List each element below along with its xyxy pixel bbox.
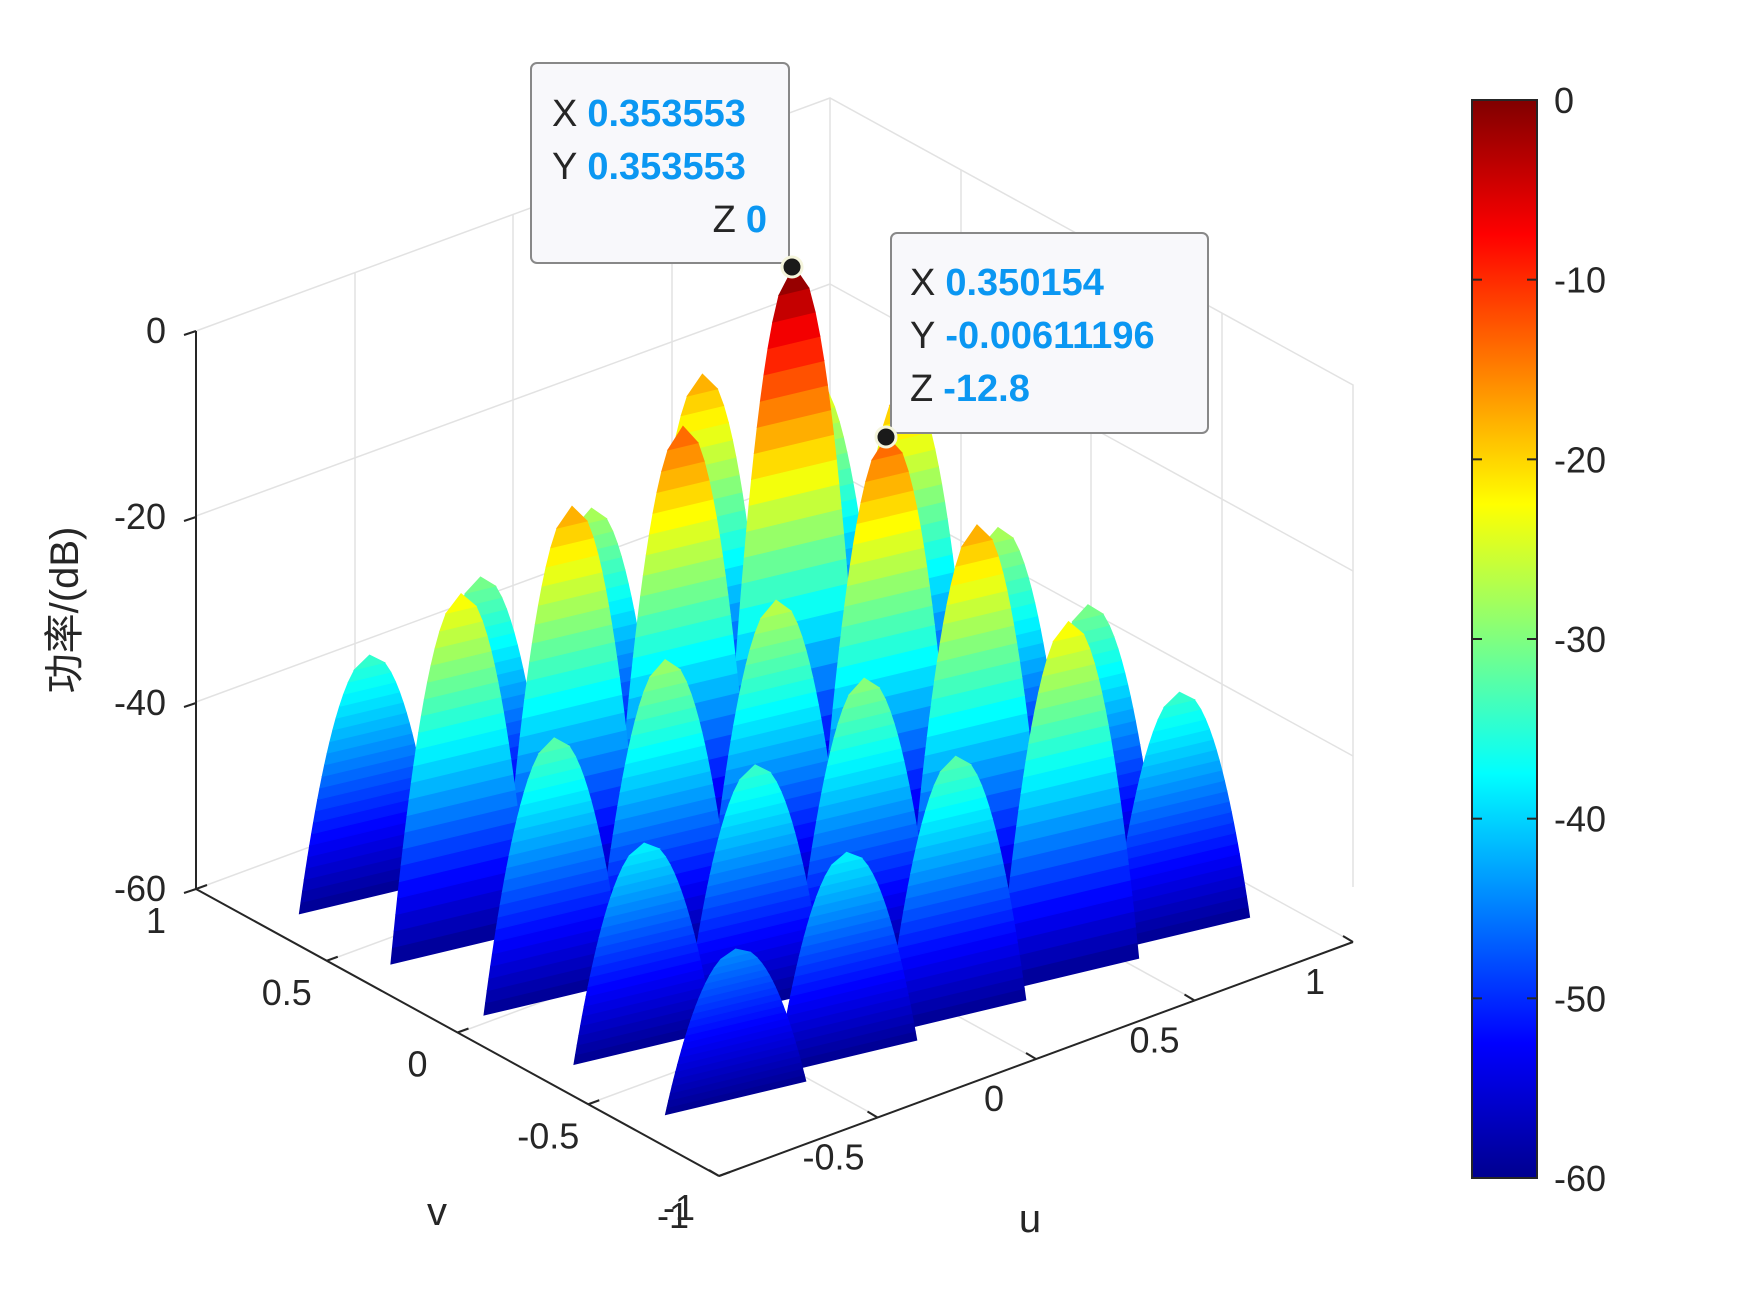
surface-band bbox=[686, 373, 719, 397]
y-tick-label: -1 bbox=[663, 1187, 695, 1228]
surface-lobe bbox=[664, 948, 807, 1116]
colorbar-tick-label: -40 bbox=[1554, 799, 1606, 840]
y-tick-mark bbox=[326, 955, 339, 962]
colorbar-tick-label: -60 bbox=[1554, 1158, 1606, 1199]
datatip-2[interactable]: X 0.350154 Y -0.00611196 Z -12.8 bbox=[874, 232, 1209, 449]
surface-lobe bbox=[483, 737, 625, 1016]
surface-band bbox=[939, 755, 972, 773]
surface-band bbox=[720, 948, 751, 960]
surface-band bbox=[1162, 691, 1196, 708]
surface-band bbox=[759, 599, 793, 619]
x-tick-label: 0.5 bbox=[1129, 1020, 1179, 1061]
surface-band bbox=[555, 505, 588, 529]
surface-band bbox=[1052, 620, 1085, 643]
y-tick-mark bbox=[457, 1027, 469, 1034]
surface-band bbox=[537, 737, 571, 755]
surface-band bbox=[628, 842, 661, 857]
colorbar: 0 -10 -20 -30 -40 -50 -60 bbox=[1471, 80, 1606, 1199]
surface-band bbox=[738, 764, 772, 781]
surface-band bbox=[666, 425, 699, 451]
z-tick-label: 0 bbox=[146, 310, 166, 351]
y-axis-label: v bbox=[427, 1190, 447, 1234]
colorbar-tick-label: -20 bbox=[1554, 439, 1606, 480]
x-tick-mark bbox=[708, 1169, 720, 1177]
z-tick-mark bbox=[183, 516, 197, 522]
z-tick-mark bbox=[183, 330, 197, 336]
datatip-1-box bbox=[530, 62, 790, 264]
surface-band bbox=[778, 265, 810, 297]
surface-lobe bbox=[997, 620, 1140, 993]
datatip-1-y: Y 0.353553 bbox=[552, 146, 746, 188]
surface-band bbox=[847, 677, 881, 696]
colorbar-tick-label: -10 bbox=[1554, 260, 1606, 301]
y-tick-mark bbox=[195, 884, 208, 890]
surface-lobe bbox=[573, 842, 715, 1066]
x-tick-mark bbox=[866, 1110, 879, 1119]
colorbar-ticks: 0 -10 -20 -30 -40 -50 -60 bbox=[1472, 80, 1606, 1199]
x-tick-mark bbox=[1342, 935, 1354, 943]
surface-lobe bbox=[884, 755, 1027, 1035]
x-tick-label: 1 bbox=[1305, 961, 1325, 1002]
datatip-2-y: Y -0.00611196 bbox=[910, 315, 1155, 357]
surface-band bbox=[352, 654, 386, 671]
surface-lobe bbox=[1108, 691, 1251, 952]
surface-band bbox=[464, 576, 497, 595]
datatip-2-z: Z -12.8 bbox=[910, 368, 1030, 410]
x-tick-label: 0 bbox=[984, 1078, 1004, 1119]
x-tick-label: -0.5 bbox=[802, 1137, 864, 1178]
datatip-2-box bbox=[890, 232, 1209, 434]
surface-band bbox=[444, 593, 478, 615]
surface-band bbox=[1071, 604, 1105, 622]
x-tick-label: -1 bbox=[657, 1195, 689, 1236]
datatip-1-marker[interactable] bbox=[780, 255, 804, 279]
surface-band bbox=[960, 524, 993, 548]
colorbar-tick-label: -50 bbox=[1554, 978, 1606, 1019]
z-tick-label: -60 bbox=[114, 868, 166, 909]
colorbar-gradient bbox=[1471, 99, 1538, 1179]
y-tick-label: 1 bbox=[146, 900, 166, 941]
colorbar-tick-label: 0 bbox=[1554, 80, 1574, 121]
x-axis-label: u bbox=[1019, 1197, 1041, 1241]
x-tick-mark bbox=[1025, 1052, 1037, 1060]
surface-plot bbox=[298, 265, 1251, 1116]
y-tick-mark bbox=[587, 1099, 600, 1106]
datatip-2-marker[interactable] bbox=[874, 425, 898, 449]
datatip-1-x: X 0.353553 bbox=[552, 93, 746, 135]
datatip-2-x: X 0.350154 bbox=[910, 262, 1104, 304]
z-tick-mark bbox=[183, 702, 197, 708]
y-tick-label: 0 bbox=[407, 1044, 427, 1085]
z-tick-label: -20 bbox=[114, 496, 166, 537]
surface-band bbox=[648, 659, 682, 678]
colorbar-tick-label: -30 bbox=[1554, 619, 1606, 660]
x-tick-mark bbox=[1183, 993, 1196, 1002]
z-axis-label: 功率/(dB) bbox=[43, 527, 87, 694]
z-tick-mark bbox=[183, 888, 197, 894]
z-tick-label: -40 bbox=[114, 682, 166, 723]
y-tick-label: 0.5 bbox=[262, 972, 312, 1013]
surface-lobe bbox=[775, 851, 918, 1075]
axis-ticks: -1-0.500.51-1-0.500.51-60-40-200 bbox=[114, 310, 1354, 1236]
y-tick-mark bbox=[718, 1171, 731, 1177]
surface-lobe bbox=[390, 593, 532, 965]
y-tick-label: -0.5 bbox=[517, 1115, 579, 1156]
surface-band bbox=[831, 851, 864, 866]
